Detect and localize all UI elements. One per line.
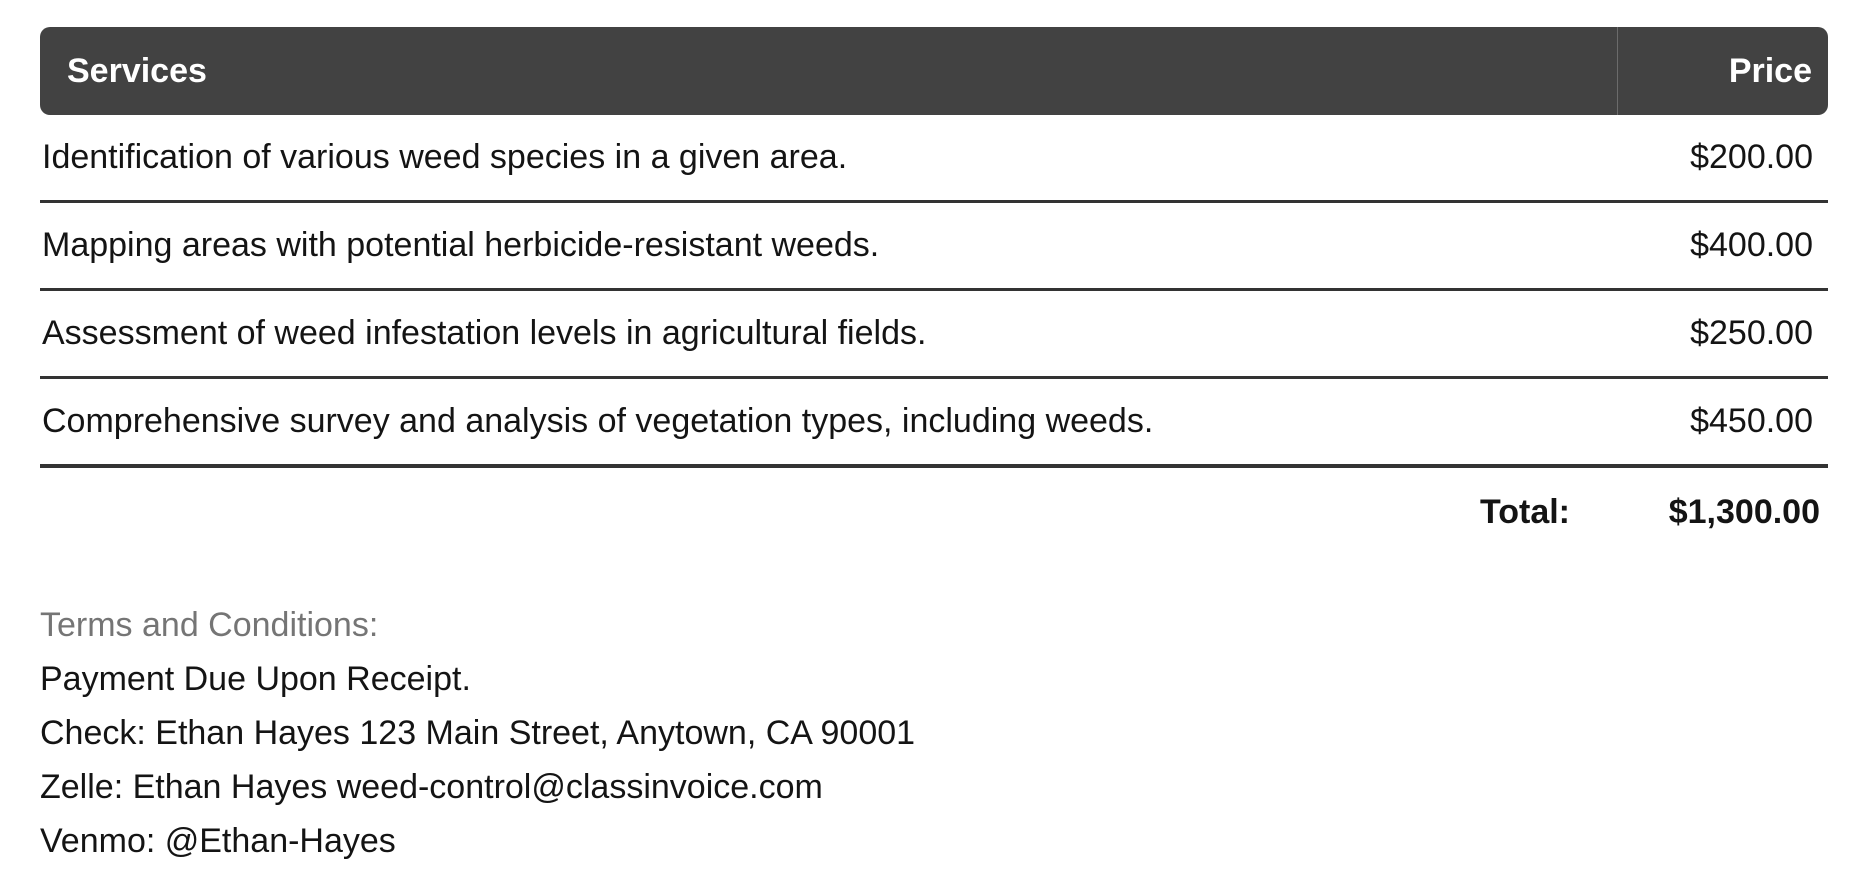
service-description: Comprehensive survey and analysis of veg… (42, 402, 1154, 440)
service-price: $200.00 (1690, 138, 1813, 176)
invoice-document: Services Price Identification of various… (40, 27, 1828, 868)
terms-heading: Terms and Conditions: (40, 606, 379, 644)
terms-line-zelle: Zelle: Ethan Hayes weed-control@classinv… (40, 768, 823, 806)
table-header: Services Price (40, 27, 1828, 115)
table-row: Assessment of weed infestation levels in… (40, 291, 1828, 379)
total-label: Total: (1479, 492, 1570, 531)
terms-section: Terms and Conditions: Payment Due Upon R… (40, 598, 1828, 868)
table-row: Comprehensive survey and analysis of veg… (40, 379, 1828, 468)
column-header-price: Price (1728, 51, 1812, 90)
services-table: Services Price Identification of various… (40, 27, 1828, 556)
service-price: $250.00 (1690, 314, 1813, 352)
total-value: $1,300.00 (1668, 492, 1820, 531)
table-row: Mapping areas with potential herbicide-r… (40, 203, 1828, 291)
terms-line-venmo: Venmo: @Ethan-Hayes (40, 822, 396, 860)
terms-line-payment: Payment Due Upon Receipt. (40, 660, 471, 698)
terms-line-check: Check: Ethan Hayes 123 Main Street, Anyt… (40, 714, 916, 752)
header-column-divider (1617, 27, 1618, 115)
service-description: Identification of various weed species i… (42, 138, 848, 176)
service-description: Assessment of weed infestation levels in… (42, 314, 927, 352)
service-price: $400.00 (1690, 226, 1813, 264)
column-header-services: Services (67, 51, 207, 90)
table-row: Identification of various weed species i… (40, 115, 1828, 203)
service-description: Mapping areas with potential herbicide-r… (42, 226, 880, 264)
service-price: $450.00 (1690, 402, 1813, 440)
total-row: Total: $1,300.00 (40, 468, 1828, 556)
